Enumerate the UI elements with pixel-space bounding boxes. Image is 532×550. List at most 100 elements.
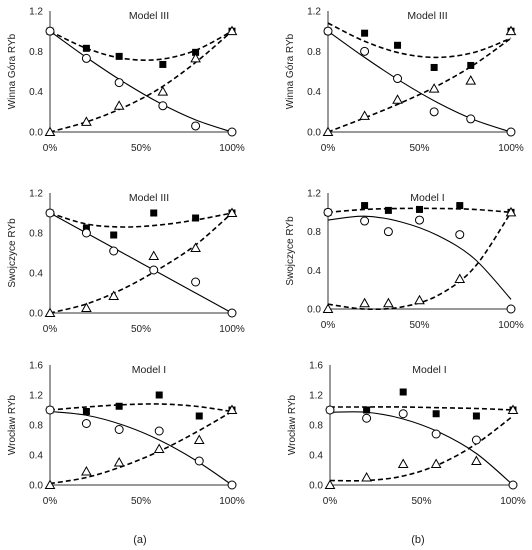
circle-point bbox=[81, 53, 91, 63]
triangle-series-fit-line bbox=[49, 410, 233, 485]
y-axis-label: Winna Góra RYb bbox=[285, 33, 296, 109]
circle-point bbox=[227, 308, 237, 318]
x-tick-label: 100% bbox=[500, 496, 526, 507]
y-tick-label: 0.8 bbox=[29, 229, 43, 240]
circle-point bbox=[455, 230, 465, 240]
y-axis-label: Winna Góra RYb bbox=[7, 33, 18, 109]
square-series-fit-line bbox=[49, 212, 233, 228]
circle-point bbox=[45, 26, 55, 36]
circle-point bbox=[191, 277, 201, 287]
triangle-point bbox=[465, 75, 477, 85]
panel-title: Model III bbox=[129, 192, 169, 204]
y-tick-label: 0.0 bbox=[29, 309, 43, 320]
circle-point bbox=[45, 405, 55, 415]
triangle-point bbox=[81, 302, 92, 312]
x-tick-label: 100% bbox=[219, 324, 245, 335]
x-tick-label: 50% bbox=[131, 496, 151, 507]
triangle-point bbox=[157, 86, 169, 96]
circle-point bbox=[227, 127, 237, 137]
square-point bbox=[195, 412, 203, 420]
triangle-point bbox=[507, 404, 519, 414]
y-axis-label: Wrocław RYb bbox=[287, 394, 298, 455]
y-tick-label: 0.8 bbox=[309, 421, 323, 432]
x-tick-label: 50% bbox=[411, 496, 431, 507]
square-point bbox=[82, 408, 90, 415]
y-tick-label: 0.0 bbox=[307, 128, 321, 139]
square-point bbox=[361, 29, 369, 37]
y-tick-label: 0.4 bbox=[307, 87, 321, 98]
circle-point bbox=[81, 228, 91, 238]
circle-point bbox=[45, 208, 55, 218]
x-tick-label: 0% bbox=[321, 143, 336, 154]
triangle-series-fit-line bbox=[327, 211, 512, 311]
y-tick-label: 1.2 bbox=[307, 7, 321, 18]
triangle-point bbox=[414, 294, 425, 305]
y-tick-label: 1.2 bbox=[29, 189, 43, 200]
square-point bbox=[384, 206, 392, 214]
caption-a: (a) bbox=[133, 534, 146, 546]
x-tick-label: 50% bbox=[131, 324, 151, 335]
x-tick-label: 0% bbox=[323, 496, 338, 507]
x-tick-label: 50% bbox=[131, 143, 151, 154]
triangle-point bbox=[190, 242, 201, 252]
square-point bbox=[361, 202, 369, 210]
square-point bbox=[363, 406, 371, 414]
panel-title: Model I bbox=[412, 364, 446, 376]
circle-series-fit-line bbox=[327, 215, 512, 300]
circle-point bbox=[325, 405, 335, 415]
y-tick-label: 1.2 bbox=[29, 391, 43, 402]
triangle-series-fit-line bbox=[329, 415, 514, 482]
circle-point bbox=[431, 429, 441, 439]
triangle-point bbox=[108, 290, 120, 300]
square-point bbox=[115, 52, 123, 60]
square-series-fit-line bbox=[327, 22, 512, 59]
triangle-point bbox=[226, 207, 238, 217]
y-tick-label: 0.4 bbox=[29, 269, 43, 280]
x-tick-label: 100% bbox=[219, 143, 245, 154]
circle-point bbox=[360, 216, 370, 226]
square-point bbox=[82, 224, 90, 232]
y-axis-label: Wrocław RYb bbox=[7, 394, 18, 455]
y-tick-label: 0.4 bbox=[29, 87, 43, 98]
circle-point bbox=[149, 265, 159, 275]
square-series-fit-line bbox=[49, 403, 233, 413]
x-tick-label: 0% bbox=[43, 143, 58, 154]
triangle-point bbox=[397, 458, 409, 468]
triangle-point bbox=[505, 206, 517, 217]
circle-point bbox=[227, 480, 237, 490]
triangle-point bbox=[113, 100, 125, 110]
panel-title: Model I bbox=[132, 364, 166, 376]
y-axis-label: Swojczyce RYb bbox=[7, 218, 18, 288]
circle-series-fit-line bbox=[329, 411, 514, 486]
triangle-point bbox=[471, 455, 482, 465]
triangle-point bbox=[430, 458, 442, 468]
chart-panel-2: 0.0 0.4 0.8 1.2 0% 50% 100% Winna Góra RYb Model… bbox=[285, 7, 524, 155]
triangle-point bbox=[44, 307, 56, 317]
caption-b: (b) bbox=[411, 534, 424, 546]
triangle-point bbox=[44, 479, 56, 489]
triangle-point bbox=[359, 297, 370, 308]
y-tick-label: 0.4 bbox=[29, 451, 43, 462]
y-tick-label: 0.0 bbox=[29, 128, 43, 139]
x-tick-label: 100% bbox=[498, 320, 524, 331]
y-tick-label: 0.4 bbox=[307, 266, 321, 277]
square-point bbox=[150, 209, 158, 217]
y-tick-label: 0.8 bbox=[307, 47, 321, 58]
circle-point bbox=[471, 435, 481, 445]
triangle-point bbox=[44, 126, 56, 136]
triangle-point bbox=[81, 465, 92, 476]
square-series-fit-line bbox=[329, 406, 514, 411]
y-tick-label: 0.4 bbox=[309, 451, 323, 462]
triangle-point bbox=[81, 116, 92, 126]
circle-point bbox=[81, 419, 91, 428]
y-tick-label: 0.0 bbox=[309, 481, 323, 492]
square-point bbox=[472, 412, 480, 420]
panel-title: Model III bbox=[407, 10, 447, 22]
circle-point bbox=[415, 215, 424, 225]
circle-point bbox=[360, 46, 370, 56]
x-tick-label: 50% bbox=[409, 320, 429, 331]
chart-panel-4: 0.0 0.4 0.8 1.2 0% 50% 100% Swojczyce RYb Model … bbox=[285, 189, 524, 332]
triangle-point bbox=[322, 303, 334, 313]
y-axis-label: Swojczyce RYb bbox=[285, 216, 296, 286]
